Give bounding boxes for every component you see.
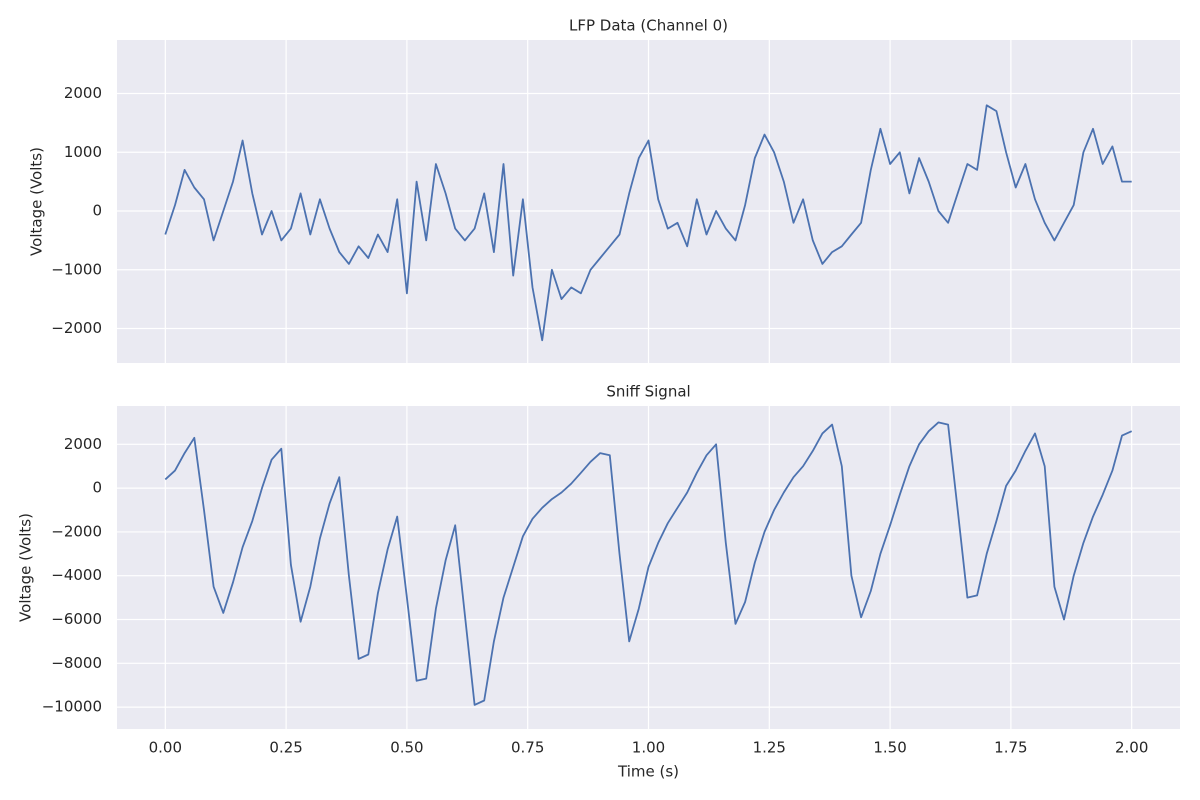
y-tick-label: 2000 <box>64 84 102 102</box>
y-tick-label: 0 <box>92 479 102 497</box>
x-tick-label: 1.50 <box>873 739 906 757</box>
axes-title: LFP Data (Channel 0) <box>569 17 728 35</box>
x-axis-label: Time (s) <box>617 763 679 781</box>
data-line <box>164 104 1132 342</box>
x-tick-label: 1.75 <box>994 739 1027 757</box>
y-tick-label: −2000 <box>51 522 102 540</box>
x-tick-label: 0.50 <box>390 739 423 757</box>
y-tick-label: −8000 <box>51 654 102 672</box>
y-tick-label: −4000 <box>51 566 102 584</box>
y-axis-label: Voltage (Volts) <box>28 147 46 256</box>
y-tick-label: −1000 <box>51 260 102 278</box>
data-line <box>164 421 1133 706</box>
y-tick-label: 0 <box>92 202 102 220</box>
y-tick-label: −2000 <box>51 319 102 337</box>
y-axis-label: Voltage (Volts) <box>17 513 35 622</box>
x-tick-label: 0.75 <box>511 739 544 757</box>
x-tick-label: 1.00 <box>632 739 665 757</box>
axes-title: Sniff Signal <box>606 383 690 401</box>
x-tick-label: 1.25 <box>753 739 786 757</box>
y-tick-label: −10000 <box>42 698 102 716</box>
y-tick-label: 2000 <box>64 435 102 453</box>
x-tick-label: 0.25 <box>269 739 302 757</box>
x-tick-label: 0.00 <box>149 739 182 757</box>
x-tick-label: 2.00 <box>1115 739 1148 757</box>
y-tick-label: 1000 <box>64 143 102 161</box>
y-tick-label: −6000 <box>51 610 102 628</box>
